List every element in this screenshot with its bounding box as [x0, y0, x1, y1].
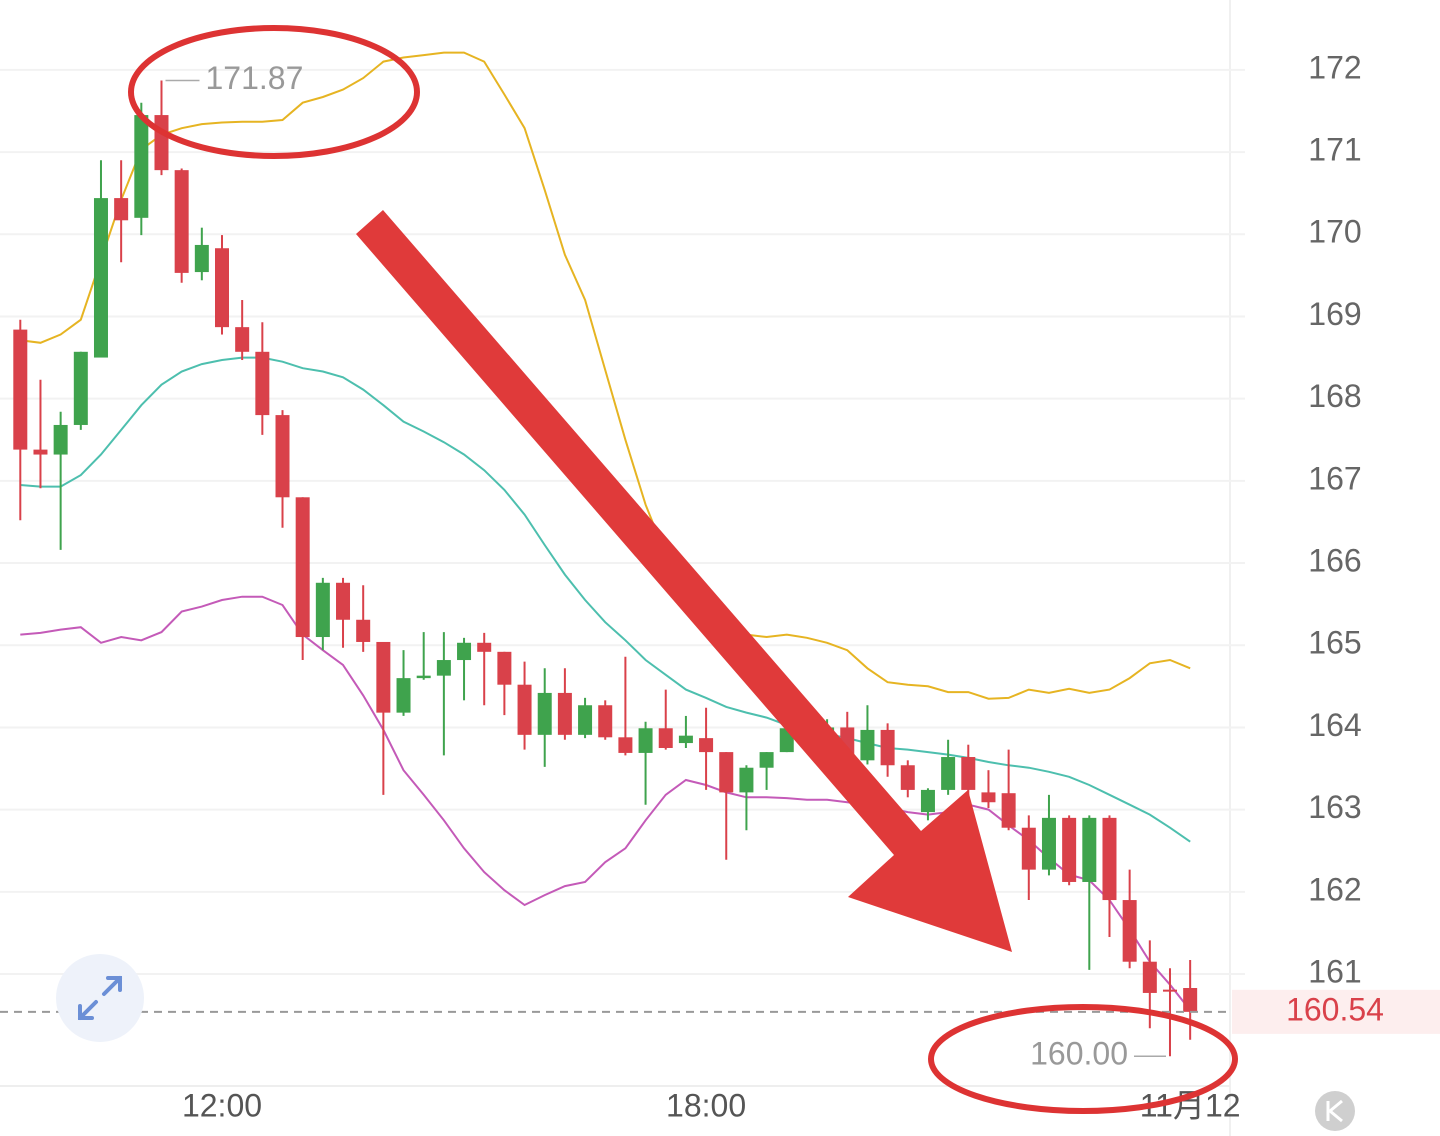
- candle-body: [336, 582, 351, 620]
- y-tick-label: 170: [1308, 214, 1361, 250]
- candle-body: [33, 449, 48, 455]
- low-label: 160.00: [1030, 1036, 1128, 1072]
- candle-body: [860, 729, 875, 761]
- expand-button-bg[interactable]: [56, 954, 144, 1042]
- candle-body: [598, 705, 613, 738]
- candle-body: [1041, 817, 1056, 870]
- candle-body: [194, 244, 209, 273]
- candle-body: [114, 198, 129, 221]
- candle-body: [517, 684, 532, 735]
- band-line: [20, 356, 1191, 843]
- candle-body: [275, 415, 290, 498]
- candle-body: [1021, 827, 1036, 870]
- y-tick-label: 167: [1308, 460, 1361, 496]
- highlight-ellipse: [928, 1004, 1238, 1114]
- grid: [0, 68, 1245, 976]
- candle-body: [1102, 817, 1117, 901]
- candle-body: [215, 248, 229, 328]
- highlight-ellipse: [128, 25, 420, 159]
- k-button[interactable]: [1315, 1091, 1355, 1131]
- candle-body: [295, 497, 310, 638]
- y-tick-label: 166: [1308, 543, 1361, 579]
- candle-body: [900, 765, 915, 790]
- candle-body: [719, 752, 734, 793]
- candle-body: [376, 641, 391, 713]
- candle-body: [134, 115, 149, 218]
- candle-body: [1122, 900, 1137, 962]
- candle-body: [1183, 988, 1198, 1012]
- candle-body: [1162, 989, 1177, 992]
- candle-body: [981, 792, 996, 803]
- candle-body: [1142, 961, 1157, 993]
- candle-body: [457, 642, 472, 661]
- x-tick-label: 18:00: [666, 1087, 746, 1123]
- candle-body: [699, 738, 714, 753]
- y-tick-label: 162: [1308, 871, 1361, 907]
- chart-base: [0, 0, 1231, 1136]
- candle-body: [638, 728, 653, 753]
- y-tick-label: 165: [1308, 625, 1361, 661]
- candle-body: [941, 757, 956, 790]
- candle-body: [477, 642, 492, 652]
- candle-body: [436, 660, 451, 676]
- candle-body: [578, 705, 593, 735]
- candle-body: [658, 728, 673, 748]
- candle-body: [315, 582, 330, 638]
- y-tick-label: 172: [1308, 49, 1361, 85]
- y-tick-label: 164: [1308, 707, 1361, 743]
- y-tick-label: 163: [1308, 789, 1361, 825]
- expand-button[interactable]: [56, 954, 144, 1042]
- candle-body: [174, 170, 189, 273]
- y-tick-label: 171: [1308, 132, 1361, 168]
- k-icon[interactable]: [1326, 1099, 1343, 1123]
- candle-body: [53, 424, 68, 455]
- candle-body: [557, 692, 572, 735]
- band-line: [20, 51, 1191, 700]
- candle-body: [235, 327, 250, 352]
- band-line: [20, 595, 1191, 1011]
- expand-icon[interactable]: [78, 976, 122, 1020]
- candle-body: [73, 351, 88, 425]
- candle-body: [1001, 793, 1016, 828]
- candle-body: [396, 678, 411, 713]
- x-tick-label: 12:00: [182, 1087, 262, 1123]
- candle-body: [618, 737, 633, 753]
- candles: [13, 80, 1198, 1057]
- y-tick-label: 161: [1308, 953, 1361, 989]
- candle-body: [678, 735, 693, 744]
- candle-body: [1062, 817, 1077, 882]
- y-tick-label: 169: [1308, 296, 1361, 332]
- candle-body: [537, 692, 552, 735]
- trend-arrow: [356, 210, 1012, 952]
- y-tick-label: 168: [1308, 378, 1361, 414]
- annotation-overlay: [56, 25, 1355, 1131]
- candle-body: [93, 198, 108, 358]
- candle-body: [13, 329, 28, 450]
- last-price-tag: [1232, 989, 1440, 1034]
- candle-body: [497, 651, 512, 685]
- candle-body: [961, 757, 976, 790]
- candle-body: [739, 767, 754, 793]
- candle-body: [1082, 817, 1097, 882]
- candle-body: [416, 675, 431, 679]
- candle-body: [880, 729, 895, 766]
- candle-body: [759, 752, 774, 768]
- candle-body: [255, 351, 270, 416]
- last-price-label: 160.54: [1286, 991, 1384, 1027]
- labels: 161 162 163 164 165 166 167 168 169 170 171 172 12:0…: [0, 49, 1440, 1123]
- candle-body: [356, 619, 371, 642]
- high-label: 171.87: [205, 60, 303, 96]
- k-button-bg[interactable]: [1315, 1091, 1355, 1131]
- candle-body: [154, 115, 169, 171]
- band-lines: [20, 51, 1191, 1011]
- candle-body: [920, 789, 935, 813]
